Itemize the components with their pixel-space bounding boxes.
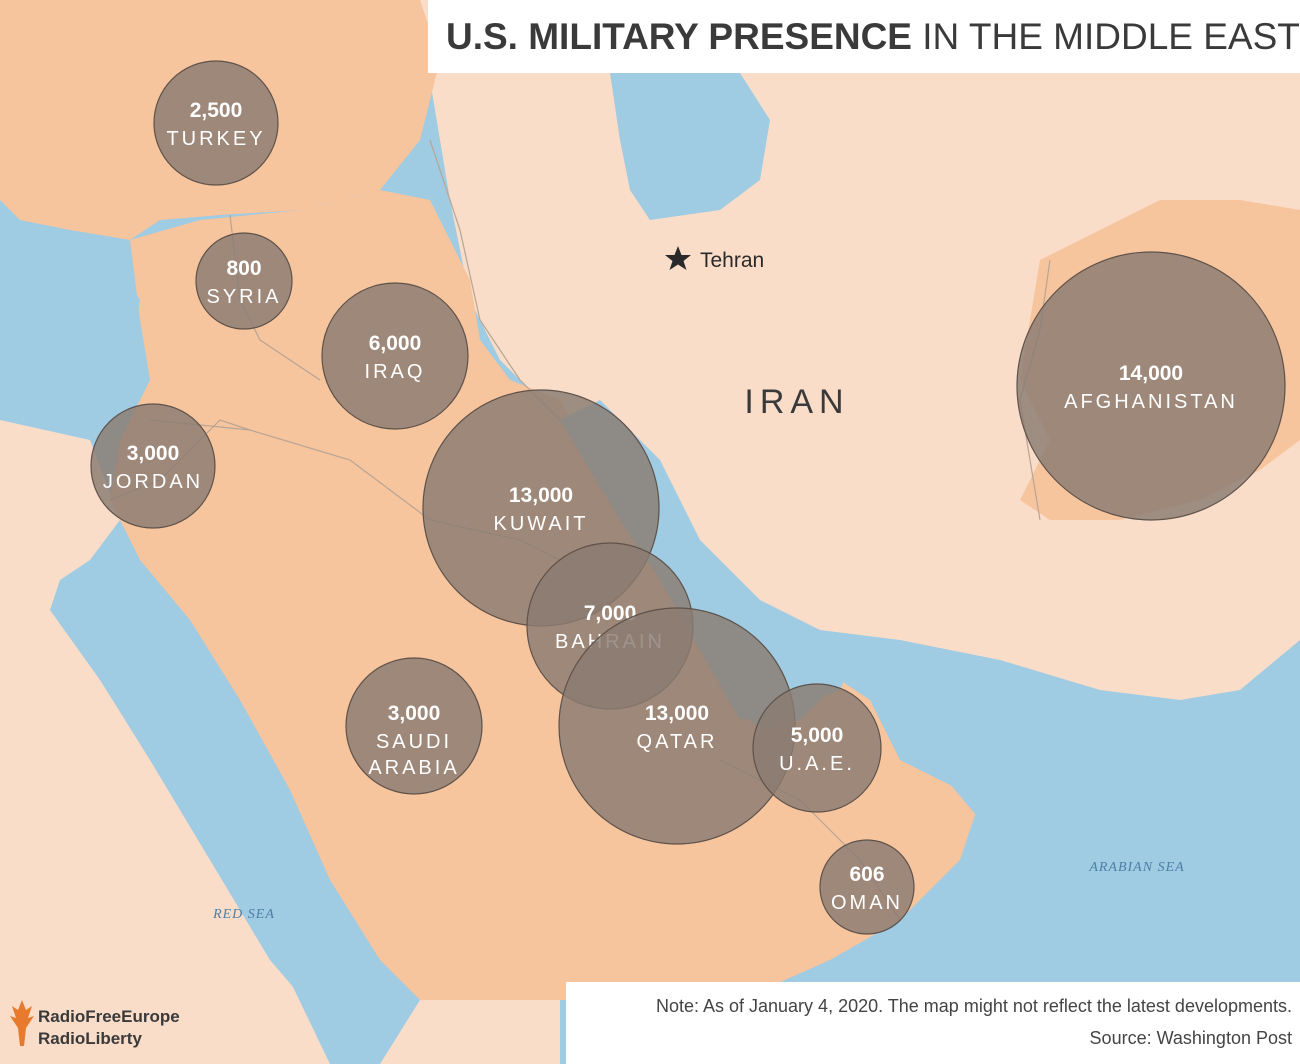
bubble-qatar: 13,000 QATAR [558, 607, 796, 845]
mediterranean-sea [0, 240, 140, 420]
bubble-value-qatar: 13,000 [645, 702, 709, 725]
bubble-value-jordan: 3,000 [127, 442, 180, 465]
bubble-circle-afghanistan [1016, 251, 1286, 521]
map-labels: IRAN Tehran RED SEA ARABIAN SEA [212, 246, 1184, 922]
bubble-value-afghanistan: 14,000 [1119, 362, 1183, 385]
logo-line2: RadioLiberty [38, 1029, 142, 1048]
land-egypt [0, 420, 330, 1064]
note-text: Note: As of January 4, 2020. The map mig… [655, 996, 1292, 1016]
arabian-sea-label: ARABIAN SEA [1088, 860, 1184, 875]
title-regular: IN THE MIDDLE EAST [922, 16, 1300, 57]
title-box: U.S. MILITARY PRESENCE IN THE MIDDLE EAS… [428, 0, 1300, 73]
logo-text: RadioFreeEurope RadioLiberty [38, 1006, 180, 1050]
bubble-iraq: 6,000 IRAQ [321, 282, 469, 430]
bubble-name-uae: U.A.E. [779, 753, 855, 775]
bubble-value-iraq: 6,000 [369, 332, 422, 355]
bubble-jordan: 3,000 JORDAN [90, 403, 216, 529]
bubble-name2-saudi-arabia: ARABIA [368, 757, 459, 779]
bubble-value-syria: 800 [226, 257, 261, 280]
bubble-circle-oman [819, 839, 915, 935]
bubble-value-oman: 606 [849, 863, 884, 886]
bubble-circle-saudi-arabia [345, 657, 483, 795]
bubble-name-kuwait: KUWAIT [493, 513, 588, 535]
bubble-circle-iraq [321, 282, 469, 430]
bubble-turkey: 2,500 TURKEY [153, 60, 279, 186]
caspian-sea [610, 73, 770, 220]
rferl-logo: RadioFreeEurope RadioLiberty [10, 994, 210, 1054]
bubble-name-oman: OMAN [831, 892, 903, 914]
torch-icon [10, 1000, 34, 1046]
red-sea-label: RED SEA [212, 907, 275, 922]
bubble-value-uae: 5,000 [791, 724, 844, 747]
star-icon [665, 246, 691, 270]
bubble-name-syria: SYRIA [206, 286, 281, 308]
arabian-sea [900, 680, 1300, 982]
bubble-value-turkey: 2,500 [190, 99, 243, 122]
bubble-circle-turkey [153, 60, 279, 186]
bubble-value-saudi-arabia: 3,000 [388, 702, 441, 725]
troop-bubbles: 2,500 TURKEY 800 SYRIA 6,000 IRAQ 3,000 JORDAN 1… [90, 60, 1286, 935]
bubble-value-kuwait: 13,000 [509, 484, 573, 507]
bubble-afghanistan: 14,000 AFGHANISTAN [1016, 251, 1286, 521]
bubble-name-jordan: JORDAN [103, 471, 203, 493]
logo-line1: RadioFreeEurope [38, 1007, 180, 1026]
tehran-label: Tehran [700, 249, 764, 272]
land-east-africa [380, 1000, 560, 1064]
source-text: Source: Washington Post [1089, 1028, 1292, 1048]
bubble-circle-syria [195, 232, 293, 330]
bubble-uae: 5,000 U.A.E. [752, 683, 882, 813]
bubble-oman: 606 OMAN [819, 839, 915, 935]
bubble-name-qatar: QATAR [637, 731, 718, 753]
bubble-circle-jordan [90, 403, 216, 529]
bubble-saudi-arabia: 3,000 SAUDI ARABIA [345, 657, 483, 795]
bubble-syria: 800 SYRIA [195, 232, 293, 330]
bubble-name-saudi-arabia: SAUDI [376, 731, 452, 753]
iran-label: IRAN [744, 383, 849, 421]
red-sea [50, 580, 360, 1030]
page-title: U.S. MILITARY PRESENCE IN THE MIDDLE EAS… [446, 14, 1300, 60]
title-bold: U.S. MILITARY PRESENCE [446, 16, 912, 57]
bubble-name-iraq: IRAQ [365, 361, 426, 383]
note-box: Note: As of January 4, 2020. The map mig… [566, 982, 1300, 1064]
tehran-marker: Tehran [665, 246, 764, 272]
bubble-value-bahrain: 7,000 [584, 602, 637, 625]
bubble-circle-uae [752, 683, 882, 813]
bubble-name-afghanistan: AFGHANISTAN [1064, 391, 1238, 413]
bubble-name-turkey: TURKEY [166, 128, 265, 150]
